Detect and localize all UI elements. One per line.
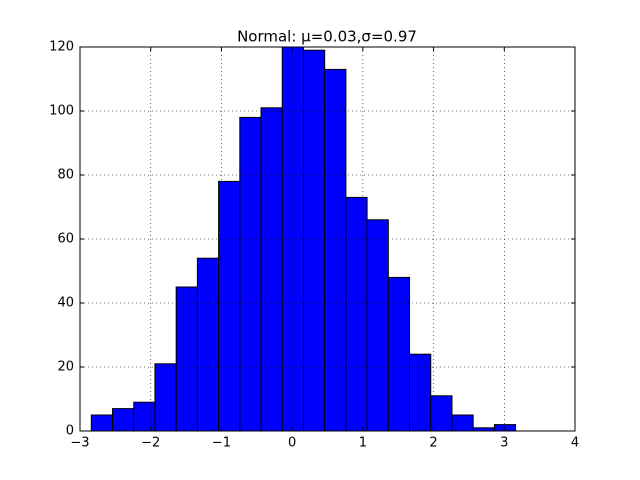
bar	[90, 414, 114, 432]
x-tick-label: 0	[288, 436, 296, 451]
bar	[345, 196, 368, 432]
bar	[430, 395, 453, 432]
bar	[302, 49, 326, 432]
y-tick-label: 40	[57, 296, 74, 311]
bar	[493, 424, 517, 432]
bar	[196, 257, 220, 432]
bar	[239, 116, 262, 432]
y-tick-label: 0	[66, 424, 74, 439]
bar	[154, 363, 177, 432]
x-tick-label: 3	[500, 436, 508, 451]
bar	[218, 180, 241, 432]
bar	[324, 68, 347, 432]
y-tick-label: 100	[49, 104, 74, 119]
bar	[175, 286, 198, 432]
bar	[112, 408, 135, 432]
bar	[366, 219, 389, 432]
x-tick-label: 2	[429, 436, 437, 451]
x-tick-label: −1	[212, 436, 231, 451]
y-tick-label: 80	[57, 168, 74, 183]
x-tick-label: 1	[359, 436, 367, 451]
y-tick-label: 120	[49, 40, 74, 55]
chart-title: Normal: μ=0.03,σ=0.97	[237, 28, 417, 46]
plot-frame	[79, 46, 576, 432]
y-tick-label: 60	[57, 232, 74, 247]
x-tick-label: 4	[571, 436, 579, 451]
x-tick-label: −3	[70, 436, 89, 451]
bar	[451, 414, 474, 432]
bar	[387, 276, 411, 432]
x-tick-label: −2	[141, 436, 160, 451]
y-tick-label: 20	[57, 360, 74, 375]
bar	[409, 353, 432, 432]
bar	[133, 401, 156, 432]
bar	[260, 107, 283, 432]
